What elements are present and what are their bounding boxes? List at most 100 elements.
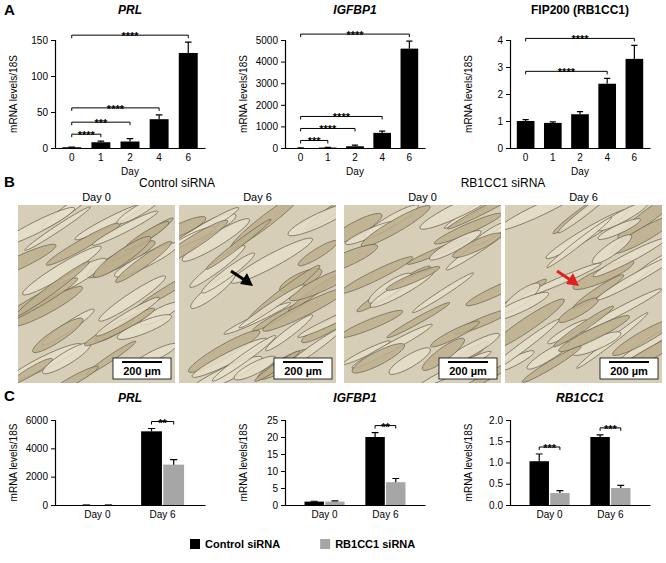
cell [179, 215, 231, 275]
y-tick-mark [506, 121, 510, 122]
y-tick: 0 [497, 143, 510, 154]
x-axis-line [56, 505, 206, 506]
x-axis-line [56, 148, 206, 149]
chart: 01000200030004000500001246IGFBP1mRNA lev… [238, 3, 426, 177]
x-tick: Day 0 [312, 509, 339, 520]
x-tick: 0 [69, 152, 75, 163]
y-tick-mark [506, 420, 510, 421]
y-tick-mark [281, 437, 285, 438]
cell [296, 300, 336, 340]
cell [344, 307, 405, 342]
cell [446, 205, 501, 232]
x-tick: Day 6 [372, 509, 399, 520]
figure: ABC05010015001246PRLmRNA levels/18SDay**… [0, 0, 666, 563]
plot-area [530, 435, 631, 505]
error-bar [325, 147, 331, 148]
y-axis-title: mRNA levels/18S [8, 423, 19, 501]
error-bar [617, 485, 624, 488]
x-axis: Day 0 Day 6 [56, 506, 206, 521]
x-tick: Day 0 [84, 509, 111, 520]
error-bar [127, 139, 134, 142]
y-tick: 1.5 [489, 436, 510, 447]
y-tick-label: 4000 [256, 56, 279, 67]
error-bar [311, 501, 318, 503]
y-axis-line [51, 421, 56, 506]
x-tick: 2 [577, 152, 583, 163]
error-bar [379, 131, 385, 133]
arrow-head [566, 273, 579, 286]
panel-label: A [4, 1, 15, 18]
y-tick-label: 10 [267, 466, 279, 477]
cell [427, 226, 484, 264]
y-axis-line [506, 421, 511, 506]
micrograph [505, 205, 662, 383]
x-tick-label: 4 [379, 152, 385, 163]
y-axis: 0200040006000 [26, 415, 56, 511]
bar [550, 493, 569, 505]
bar [611, 488, 630, 505]
cell [296, 237, 336, 269]
y-tick-mark [281, 505, 285, 506]
cell [18, 239, 59, 285]
error-bar [597, 435, 604, 437]
y-tick-mark [51, 76, 55, 77]
cell [505, 288, 551, 326]
significance-label: **** [333, 111, 351, 123]
y-tick: 1000 [256, 121, 285, 132]
y-tick: 2.0 [489, 415, 510, 426]
x-tick-label: 0 [69, 152, 75, 163]
x-tick-label: Day 6 [150, 509, 177, 520]
bar [150, 119, 169, 148]
significance-label: **** [121, 30, 139, 42]
bar [626, 59, 644, 148]
scale-bar-label: 200 µm [610, 365, 648, 377]
cell [285, 205, 336, 241]
legend-label: RB1CC1 siRNA [335, 538, 415, 550]
x-axis-title: Day [346, 166, 364, 177]
y-axis-title: mRNA levels/18S [463, 423, 474, 501]
error-bar [148, 429, 155, 432]
y-tick-label: 0.0 [489, 500, 503, 511]
y-tick-label: 15 [267, 449, 279, 460]
y-tick-label: 4 [497, 35, 503, 46]
y-tick-label: 1 [497, 116, 503, 127]
y-axis-title: mRNA levels/18S [463, 55, 474, 133]
bar [530, 461, 549, 505]
x-axis-line [511, 148, 651, 149]
error-bar [156, 115, 163, 119]
significance-label: *** [308, 135, 322, 147]
x-tick-label: 2 [352, 152, 358, 163]
cell [520, 343, 583, 383]
x-axis-title: Day [121, 166, 139, 177]
bar [141, 431, 162, 505]
significance-label: *** [604, 423, 618, 435]
y-tick-mark [51, 420, 55, 421]
error-bar [577, 112, 583, 115]
image-label: Day 0 [408, 191, 437, 203]
chart: 0200040006000Day 0Day 6PRLmRNA levels/18… [8, 391, 206, 520]
error-bar [68, 146, 75, 147]
micrograph [18, 205, 175, 383]
y-tick-label: 0.5 [489, 478, 503, 489]
y-tick: 5000 [256, 35, 285, 46]
scale-bar-label: 200 µm [449, 365, 487, 377]
scale-bar-box [600, 358, 658, 379]
x-tick: 6 [632, 152, 638, 163]
y-tick-label: 0 [42, 143, 48, 154]
panel-label: C [4, 387, 15, 404]
y-tick-label: 0 [42, 500, 48, 511]
legend-swatch [190, 539, 200, 549]
y-tick: 100 [31, 71, 55, 82]
bar [325, 502, 344, 505]
y-tick-mark [281, 454, 285, 455]
cell [237, 282, 306, 331]
y-tick-label: 100 [31, 71, 48, 82]
y-tick-mark [51, 477, 55, 478]
y-tick-mark [281, 126, 285, 127]
x-tick: 0 [523, 152, 529, 163]
y-tick: 3000 [256, 78, 285, 89]
x-tick: 0 [298, 152, 304, 163]
image-label: Day 6 [243, 191, 272, 203]
y-tick: 2000 [26, 471, 55, 482]
y-tick-label: 0 [272, 500, 278, 511]
